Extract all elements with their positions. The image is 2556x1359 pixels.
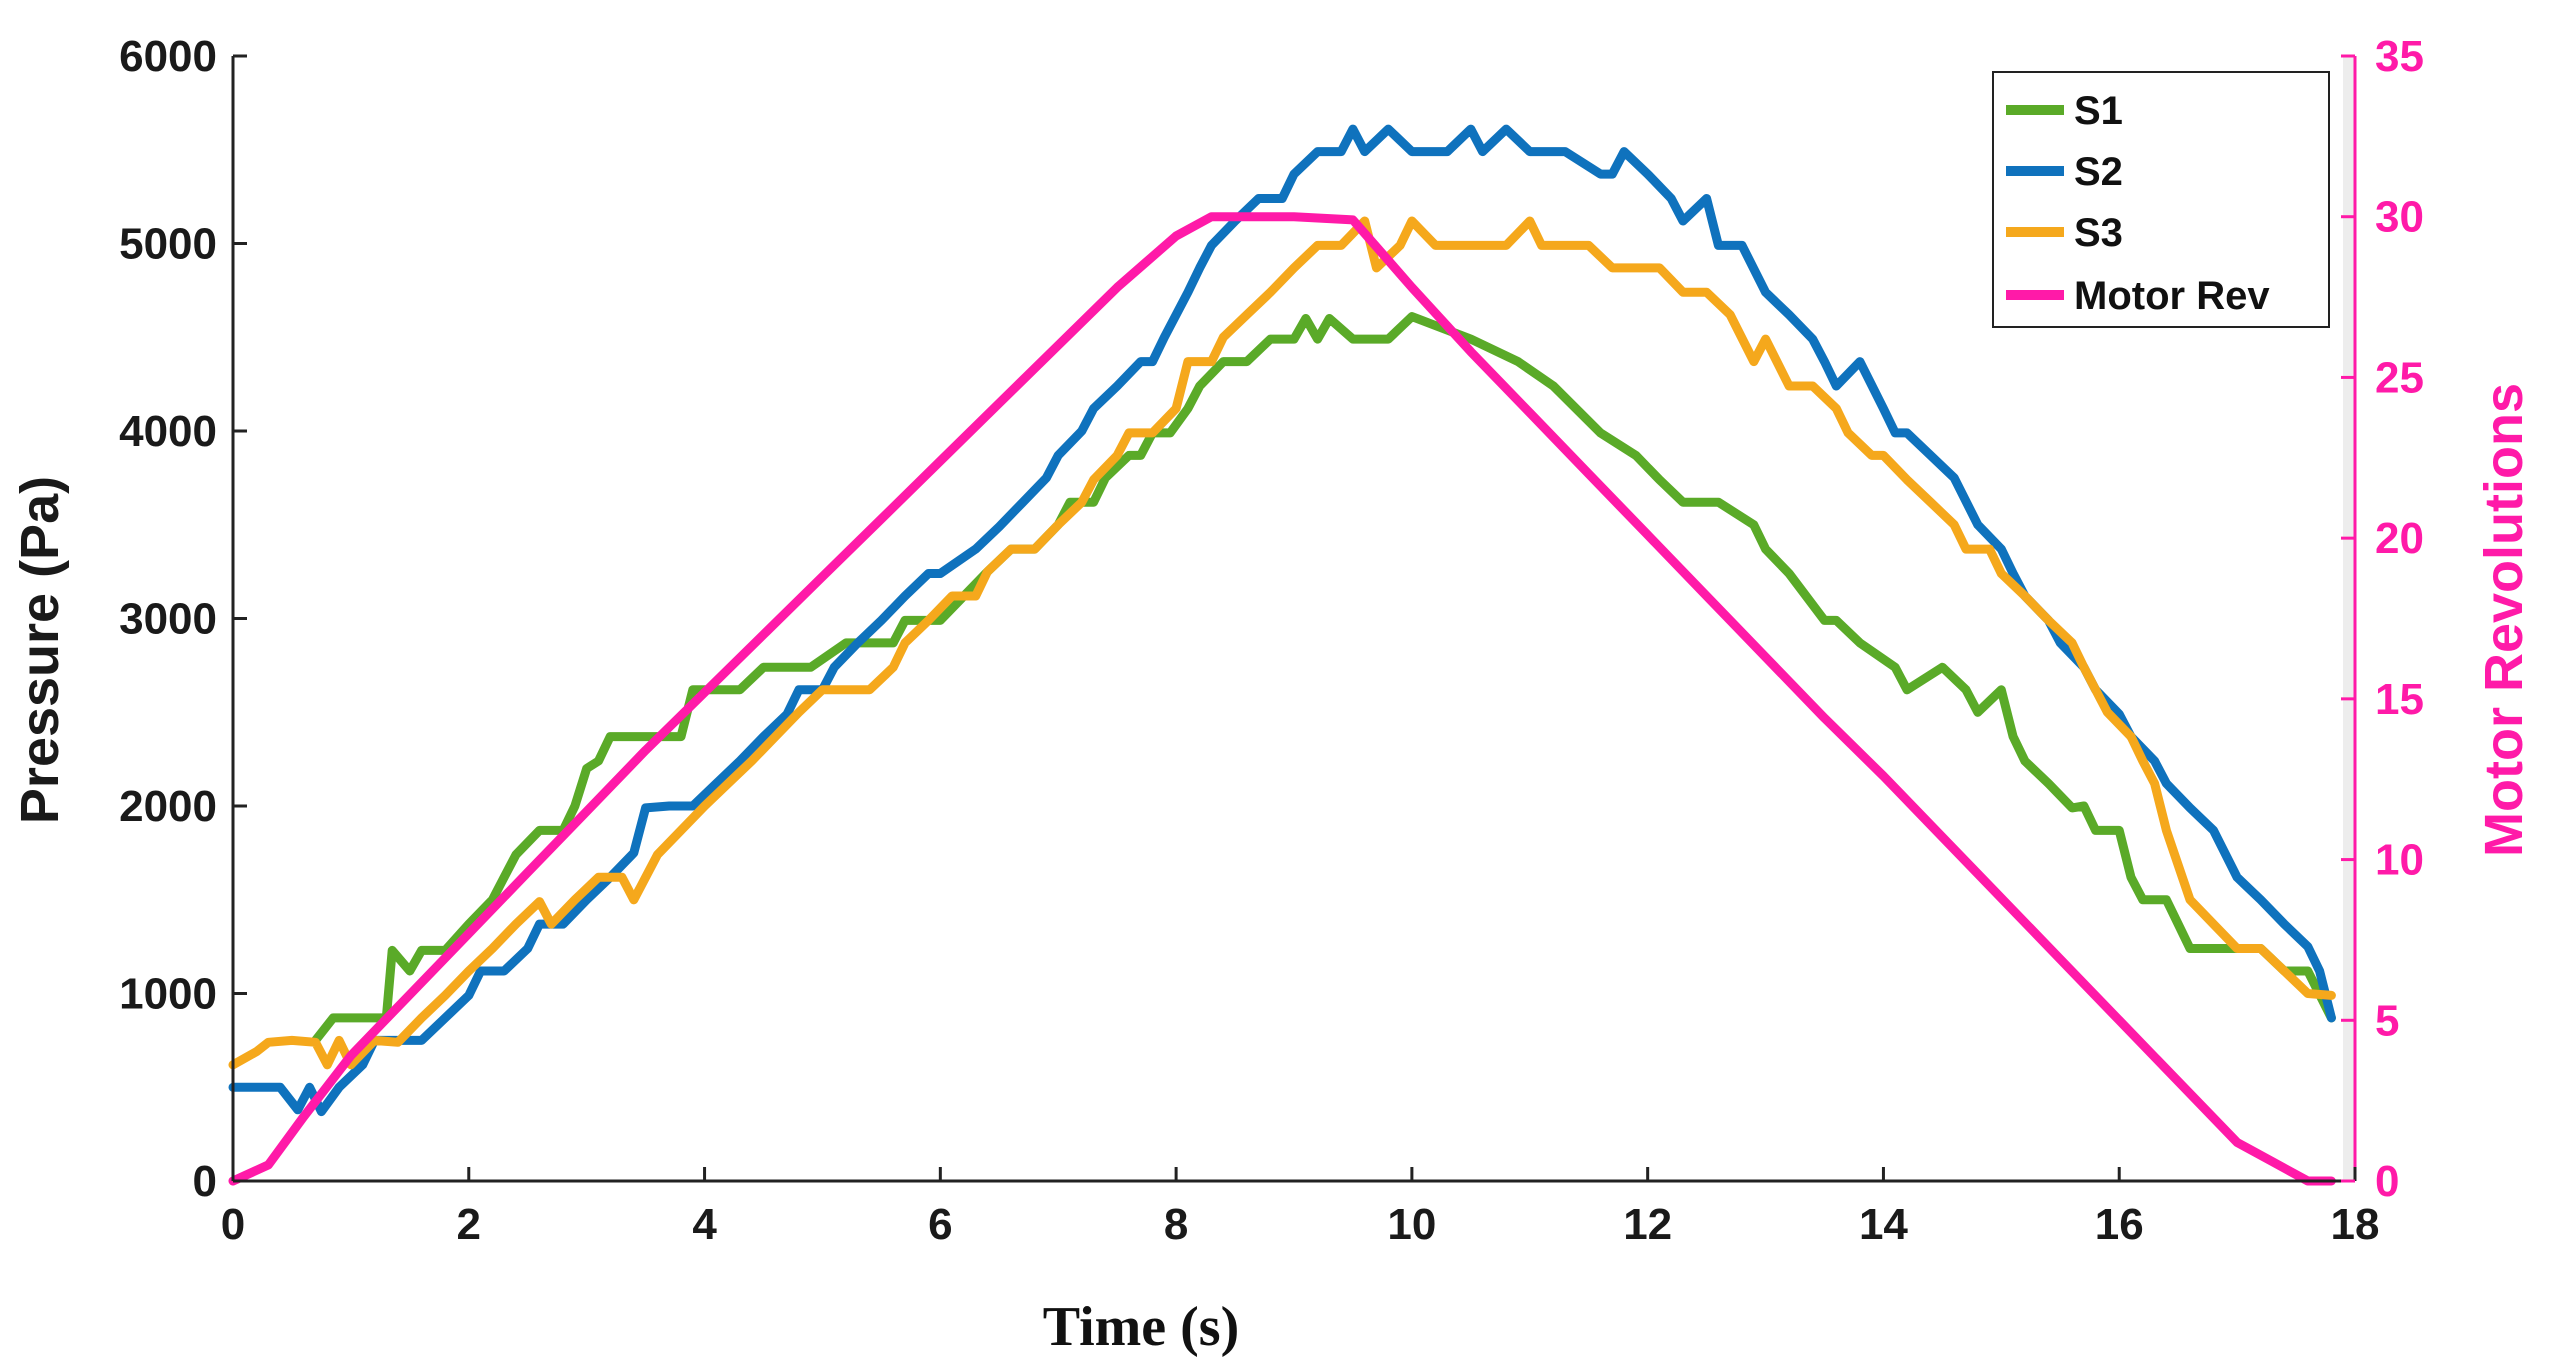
y-tick-label-left: 4000 [119,407,217,456]
x-tick-label: 0 [221,1200,245,1249]
y-tick-label-left: 2000 [119,782,217,831]
y-tick-label-left: 3000 [119,595,217,644]
y-tick-label-left: 6000 [119,32,217,81]
y-tick-label-right: 30 [2375,193,2424,242]
y-tick-label-left: 1000 [119,970,217,1019]
x-tick-label: 16 [2095,1200,2144,1249]
y-tick-label-right: 35 [2375,32,2424,81]
ticks-layer: 0 2 4 6 8 10 12 14 16 180100020003000400050006000… [119,32,2424,1249]
x-tick-label: 4 [692,1200,717,1249]
y-tick-label-left: 5000 [119,220,217,269]
legend: S1 S2 S3 Motor Rev [1992,71,2330,328]
y-tick-label-right: 10 [2375,836,2424,885]
y-tick-label-right: 15 [2375,675,2424,724]
y-tick-label-right: 25 [2375,353,2424,402]
series-line-s1 [311,312,2336,1045]
x-tick-label: 12 [1623,1200,1672,1249]
x-tick-label: 14 [1859,1200,1908,1249]
plot-right-strip [2343,56,2355,1181]
legend-label-s2: S2 [2074,150,2123,194]
x-tick-label: 2 [457,1200,481,1249]
y-tick-label-right: 5 [2375,996,2399,1045]
x-axis-title: Time (s) [1043,1296,1240,1358]
series-line-motor-rev [228,212,2336,1186]
series-layer [228,124,2336,1186]
y-axis-title-left: Pressure (Pa) [10,476,70,824]
y-tick-label-right: 20 [2375,514,2424,563]
x-tick-label: 10 [1387,1200,1436,1249]
series-line-s3 [228,216,2336,1070]
y-tick-label-right: 0 [2375,1157,2399,1206]
x-tick-label: 6 [928,1200,952,1249]
y-axis-title-right: Motor Revolutions [2474,383,2534,857]
legend-label-s3: S3 [2074,211,2123,255]
legend-label-s1: S1 [2074,89,2123,133]
series-line-s2 [228,124,2336,1117]
x-tick-label: 18 [2331,1200,2380,1249]
x-tick-label: 8 [1164,1200,1188,1249]
legend-label-motor-rev: Motor Rev [2074,274,2270,318]
y-tick-label-left: 0 [193,1157,217,1206]
